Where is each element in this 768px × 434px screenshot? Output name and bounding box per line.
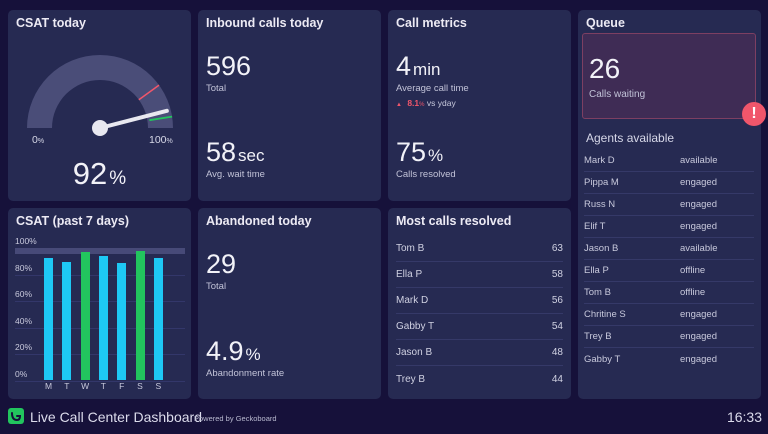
threshold-band: [15, 248, 185, 254]
y-tick-label: 0%: [15, 369, 28, 379]
card-title: Inbound calls today: [206, 16, 324, 30]
x-tick-label: S: [137, 381, 143, 391]
card-title: Abandoned today: [206, 214, 312, 228]
calls-resolved-metric: 75% Calls resolved: [396, 137, 456, 181]
card-title: Most calls resolved: [396, 214, 512, 228]
avg-wait-value: 58: [206, 137, 237, 167]
abandoned-card: Abandoned today 29 Total 4.9% Abandonmen…: [198, 208, 381, 399]
x-tick-label: W: [81, 381, 90, 391]
card-title: CSAT today: [16, 16, 86, 30]
powered-by-label: Powered by Geckoboard: [194, 414, 277, 423]
card-title: CSAT (past 7 days): [16, 214, 129, 228]
dashboard-title: Live Call Center Dashboard: [30, 409, 202, 425]
avg-call-time-metric: 4 min Average call time ▲ 8.1% vs yday: [396, 51, 469, 109]
x-tick-label: S: [155, 381, 162, 391]
leaderboard-row: Mark D 56: [396, 288, 563, 314]
bar: [44, 257, 53, 380]
bar: [98, 256, 108, 380]
abandonment-rate-value: 4.9: [206, 336, 244, 366]
csat-today-card: CSAT today 0% 100% 92%: [8, 10, 191, 201]
y-tick-label: 80%: [15, 262, 33, 273]
calls-waiting-label: Calls waiting: [589, 89, 646, 100]
calls-waiting-value: 26: [589, 53, 621, 84]
leaderboard-row: Jason B 48: [396, 340, 563, 366]
x-tick-label: T: [100, 381, 106, 391]
footer: Live Call Center Dashboard Powered by Ge…: [0, 400, 768, 434]
csat-bar-chart: 100% 80% 60% 40% 20% 0% M T W T F S S: [8, 208, 191, 399]
leaderboard-row: Tom B 63: [396, 236, 563, 262]
leaderboard-row: Ella P 58: [396, 262, 563, 288]
y-tick-label: 60%: [15, 289, 33, 300]
y-tick-label: 100%: [15, 236, 37, 246]
y-tick-label: 40%: [15, 315, 33, 326]
abandonment-rate-label: Abandonment rate: [206, 368, 285, 379]
bar: [153, 257, 163, 380]
alert-icon: !: [742, 102, 766, 126]
avg-call-time-value: 4: [396, 51, 412, 81]
geckoboard-logo-icon: [8, 408, 24, 424]
csat-week-card: CSAT (past 7 days) 100% 80% 60% 40% 20% 0% M T W…: [8, 208, 191, 399]
avg-wait-metric: 58 sec Avg. wait time: [206, 137, 265, 181]
bar: [80, 252, 90, 380]
leaderboard-row: Trey B 44: [396, 373, 563, 385]
csat-value: 92%: [72, 156, 127, 191]
avg-wait-label: Avg. wait time: [206, 169, 265, 180]
abandoned-total-label: Total: [206, 281, 227, 292]
gridline: [15, 381, 185, 382]
calls-resolved-value: 75: [396, 137, 427, 167]
x-tick-label: F: [119, 381, 125, 391]
abandonment-rate-metric: 4.9% Abandonment rate: [206, 336, 285, 380]
change-indicator: ▲ 8.1% vs yday: [396, 98, 456, 108]
gauge-min-label: 0%: [32, 134, 45, 146]
agents-available-title: Agents available: [586, 131, 675, 145]
abandoned-total-value: 29: [206, 249, 237, 279]
x-tick-label: T: [64, 381, 70, 391]
calls-waiting-box: 26 Calls waiting: [582, 33, 756, 119]
queue-card: Queue 26 Calls waiting ! Agents availabl…: [578, 10, 766, 399]
leaderboard-row: Gabby T 54: [396, 314, 563, 340]
avg-call-time-label: Average call time: [396, 83, 469, 94]
total-calls-value: 596: [206, 51, 252, 81]
abandoned-total-metric: 29 Total: [206, 249, 237, 293]
calls-resolved-label: Calls resolved: [396, 169, 456, 180]
card-title: Queue: [586, 16, 625, 30]
most-resolved-card: Most calls resolved Tom B 63 Ella P 58 Mar…: [388, 208, 571, 399]
total-calls-metric: 596 Total: [206, 51, 252, 95]
bar: [117, 262, 127, 380]
bar: [62, 261, 72, 380]
gauge-chart: [27, 55, 173, 136]
card-title: Call metrics: [396, 16, 467, 30]
total-calls-label: Total: [206, 83, 227, 94]
inbound-calls-card: Inbound calls today 596 Total 58 sec Avg.…: [198, 10, 381, 201]
bar: [135, 250, 145, 380]
call-metrics-card: Call metrics 4 min Average call time ▲ 8.…: [388, 10, 571, 201]
arrow-up-icon: ▲: [396, 102, 402, 108]
y-tick-label: 20%: [15, 342, 33, 353]
x-tick-label: M: [44, 381, 53, 391]
clock: 16:33: [726, 409, 762, 425]
gauge-max-label: 100%: [149, 134, 173, 146]
